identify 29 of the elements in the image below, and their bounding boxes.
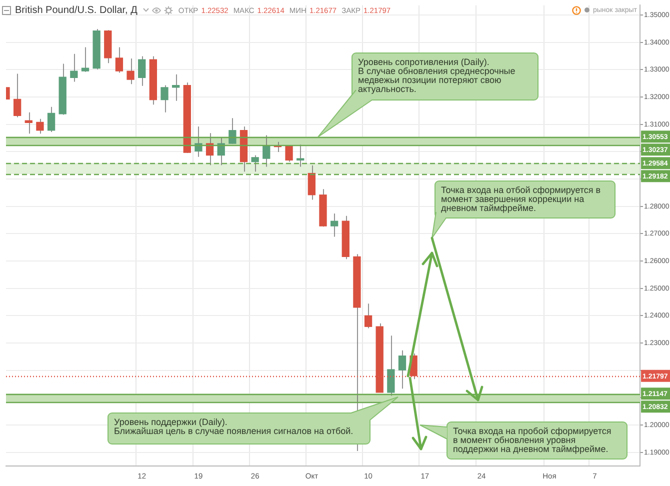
candlestick — [126, 58, 134, 85]
candlestick — [160, 84, 168, 113]
candlestick — [387, 335, 395, 396]
candlestick — [47, 106, 56, 133]
candlestick — [364, 303, 372, 329]
candlestick — [330, 212, 338, 238]
candlestick — [36, 118, 44, 134]
candlestick — [194, 126, 202, 158]
candlestick — [206, 132, 214, 166]
annotation: Уровень сопротивления (Daily). В случае обновления среднесрочные медвежьи позиции потеряют свою актуальность. — [358, 57, 516, 94]
chart-title: British Pound/U.S. Dollar, Д — [15, 4, 138, 16]
candlestick — [285, 144, 293, 162]
candlestick — [115, 46, 124, 74]
candlestick — [172, 74, 180, 102]
candlestick — [13, 73, 22, 118]
annotation: Точка входа на пробой сформируется в момент обновления уровня поддержки на дневном таймфрейме. — [453, 426, 612, 454]
candlestick — [138, 56, 146, 86]
candlestick — [262, 134, 270, 168]
annotation: Уровень поддержки (Daily). Ближайшая цель в случае появления сигналов на отбой. — [114, 417, 354, 436]
candlestick — [251, 154, 259, 172]
annotation: Точка входа на отбой сформируется в момент завершения коррекции на дневном таймфрейме. — [441, 185, 602, 213]
candlestick — [228, 118, 236, 144]
candlestick — [70, 53, 78, 82]
candlestick — [308, 164, 316, 200]
candlestick — [398, 350, 406, 390]
candlestick — [81, 46, 90, 72]
candlestick — [296, 144, 304, 168]
candlestick — [24, 112, 32, 134]
candlestick — [217, 137, 225, 166]
